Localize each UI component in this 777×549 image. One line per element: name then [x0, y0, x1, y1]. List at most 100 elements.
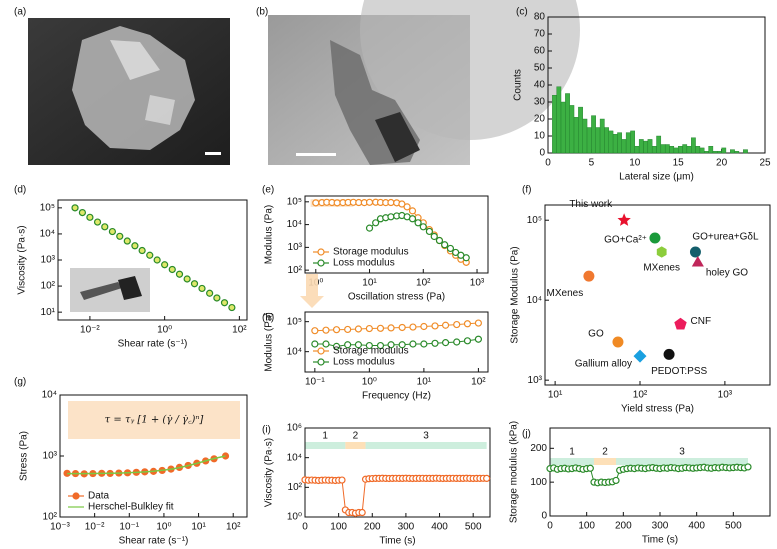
data-point [168, 265, 176, 274]
region-label: 2 [353, 431, 359, 442]
plot-frame [304, 195, 489, 274]
data-point [116, 232, 124, 240]
point-label: CNF [691, 316, 712, 327]
data-point [583, 270, 595, 282]
data-point [691, 256, 704, 267]
hist-bar [582, 118, 588, 154]
plot-frame [304, 311, 489, 373]
panel-label: (a) [14, 7, 26, 18]
data-point [175, 270, 184, 278]
data-point [403, 203, 411, 211]
data-point [408, 207, 417, 215]
data-point [332, 342, 341, 350]
panel-label: (i) [262, 425, 271, 436]
data-line [67, 455, 226, 475]
data-point [452, 248, 460, 257]
y-tick-label: 10⁴ [287, 346, 302, 357]
y-tick-label: 10⁴ [287, 219, 302, 230]
legend-label: Data [88, 491, 110, 502]
x-tick-label: 0 [545, 158, 551, 169]
data-point [398, 323, 406, 332]
data-point [398, 341, 406, 349]
hist-bar [717, 151, 722, 154]
x-tick-label: 10¹ [548, 390, 563, 401]
data-point [744, 463, 752, 471]
hist-bar [612, 134, 618, 154]
data-point [420, 322, 428, 331]
data-point [435, 236, 444, 245]
x-axis-label: Yield stress (Pa) [621, 404, 694, 415]
inset-object [80, 282, 122, 300]
x-tick-label: 15 [673, 158, 685, 169]
data-point [198, 284, 206, 293]
hist-bar [638, 139, 644, 154]
data-point [71, 204, 79, 212]
y-tick-label: 10⁴ [40, 229, 55, 240]
flake-fold [110, 40, 160, 80]
legend-label: Storage modulus [333, 247, 409, 258]
y-tick-label: 0 [541, 511, 547, 522]
point-label: GO+urea+GδL [692, 232, 759, 243]
x-axis-label: Shear rate (s⁻¹) [119, 536, 189, 547]
hist-bar [730, 149, 735, 154]
y-tick-label: 10 [534, 131, 546, 142]
y-tick-label: 10⁴ [527, 295, 542, 306]
data-point [365, 341, 373, 350]
hist-bar [660, 144, 666, 154]
hist-bar [643, 140, 649, 154]
hist-bar [586, 127, 592, 154]
data-point [453, 338, 461, 346]
data-point [441, 241, 449, 249]
data-point [463, 337, 472, 345]
data-point [72, 492, 80, 500]
region-label: 1 [322, 431, 328, 442]
region-band [550, 458, 594, 465]
x-tick-label: 0 [302, 522, 308, 533]
x-tick-label: 10² [226, 522, 241, 533]
y-tick-label: 20 [534, 114, 546, 125]
x-tick-label: 10 [629, 158, 641, 169]
y-tick-label: 80 [534, 12, 546, 23]
data-point [612, 336, 624, 348]
hist-bar [686, 145, 692, 154]
hist-bar [708, 145, 714, 154]
data-point [344, 341, 352, 349]
hist-bar [669, 145, 675, 154]
x-tick-label: 10⁰ [156, 522, 171, 533]
x-axis-label: Oscillation stress (Pa) [348, 292, 445, 303]
region-band [365, 442, 487, 449]
data-point [63, 469, 71, 477]
data-point [656, 245, 668, 259]
flake-fold [145, 95, 175, 125]
hist-bar [630, 130, 636, 154]
data-point [131, 242, 139, 250]
data-point [221, 452, 230, 460]
point-label: GO [588, 329, 604, 340]
hist-bar [691, 137, 696, 154]
x-tick-label: 10² [471, 377, 486, 388]
x-tick-label: 10⁰ [362, 377, 377, 388]
y-tick-label: 10⁵ [287, 316, 302, 327]
data-point [441, 339, 450, 347]
point-label: PEDOT:PSS [651, 366, 707, 377]
hist-bar [682, 144, 688, 154]
x-tick-label: 10⁰ [157, 325, 172, 336]
data-point [398, 200, 406, 208]
data-point [138, 246, 146, 255]
hist-bar [651, 145, 657, 154]
panel-label: (g) [14, 377, 26, 388]
x-tick-label: 100 [330, 522, 347, 533]
hist-bar [569, 105, 575, 154]
x-tick-label: 500 [465, 522, 482, 533]
x-axis-label: Shear rate (s⁻¹) [118, 339, 188, 350]
x-tick-label: 10⁻² [80, 325, 100, 336]
hist-bar [608, 130, 614, 154]
hist-bar [695, 145, 701, 154]
region-label: 3 [679, 447, 685, 458]
data-point [365, 224, 374, 232]
data-point [344, 325, 352, 334]
y-axis-label: Viscosity (Pa·s) [17, 225, 28, 294]
data-point [462, 254, 470, 262]
data-point [161, 261, 169, 269]
point-label: MXenes [547, 288, 584, 299]
